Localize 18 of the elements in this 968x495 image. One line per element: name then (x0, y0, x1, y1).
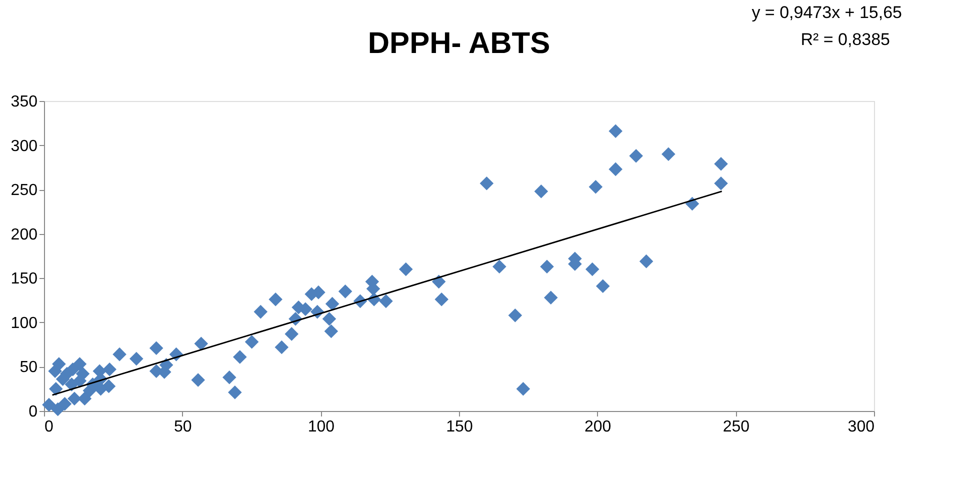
y-tick-label: 250 (10, 182, 38, 200)
y-tick-label: 100 (10, 314, 38, 332)
y-tick-label: 50 (20, 359, 38, 376)
y-tick-label: 350 (10, 94, 38, 110)
x-tick-label: 300 (848, 418, 875, 436)
chart-title: DPPH- ABTS (368, 27, 550, 60)
text: y = 0,9473x + 15,65 (752, 3, 902, 22)
y-tick-label: 300 (10, 138, 38, 155)
y-tick-label: 0 (28, 404, 38, 420)
text: R² = 0,8385 (800, 30, 890, 49)
x-tick-label: 200 (584, 418, 612, 436)
x-tick-label: 150 (446, 418, 473, 436)
x-tick-label: 0 (44, 418, 54, 436)
x-tick-label: 250 (722, 418, 750, 436)
y-tick-label: 200 (10, 226, 38, 244)
x-tick-label: 50 (174, 418, 192, 436)
y-tick-label: 150 (10, 270, 38, 288)
x-tick-label: 100 (308, 418, 335, 436)
